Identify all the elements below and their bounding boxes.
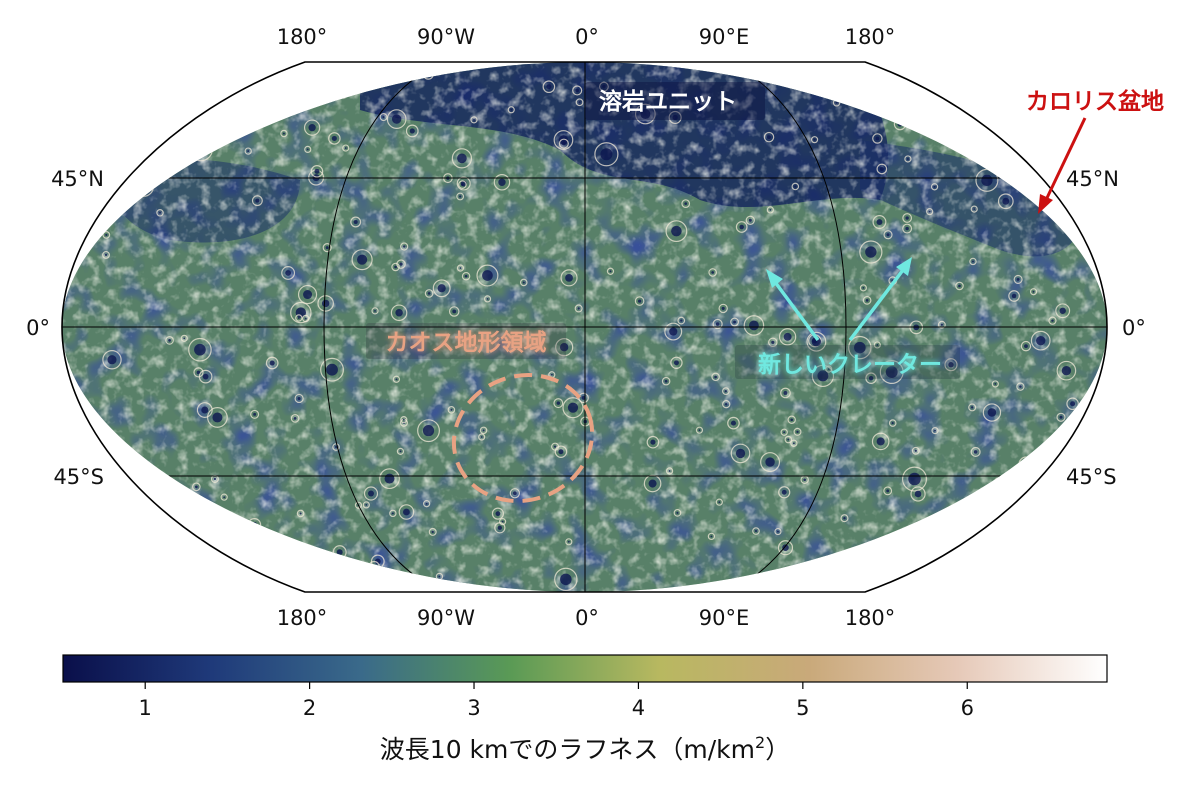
caloris-arrowhead: [1038, 194, 1053, 214]
meridian-90w: [323, 62, 441, 592]
young-craters-label: 新しいクレーター: [758, 351, 942, 378]
graticule: [61, 61, 1108, 593]
colorbar-tick-label: 3: [467, 696, 480, 720]
young-crater-arrow-1: [773, 280, 820, 342]
colorbar-tick-label: 1: [139, 696, 152, 720]
colorbar-tick-label: 2: [303, 696, 316, 720]
longitude-labels-top: 180° 90°W 0° 90°E 180°: [277, 25, 896, 49]
young-crater-arrowhead-1: [766, 269, 783, 288]
meridian-90e: [729, 62, 847, 592]
lon-label-top-180w: 180°: [277, 25, 328, 49]
colorbar: 1 2 3 4 5 6 波長10 kmでのラフネス（m/km2）: [62, 654, 1108, 764]
lon-label-top-180e: 180°: [845, 25, 896, 49]
lat-label-right-45s: 45°S: [1066, 465, 1117, 489]
lon-label-top-90e: 90°E: [699, 25, 750, 49]
colorbar-gradient: [62, 654, 1108, 683]
longitude-labels-bottom: 180° 90°W 0° 90°E 180°: [277, 606, 896, 630]
lat-label-left-45n: 45°N: [51, 167, 104, 191]
lon-label-bottom-90w: 90°W: [417, 606, 475, 630]
young-crater-arrow-2: [848, 268, 905, 342]
map-outline: [61, 61, 1108, 593]
caloris-basin-label: カロリス盆地: [1026, 88, 1164, 115]
lon-label-bottom-0: 0°: [575, 606, 599, 630]
annotations: 溶岩ユニット カロリス盆地 カオス地形領域 新しいクレーター: [366, 82, 1164, 503]
colorbar-tick-label: 6: [961, 696, 974, 720]
lava-unit-label: 溶岩ユニット: [599, 88, 737, 115]
lon-label-top-90w: 90°W: [417, 25, 475, 49]
colorbar-tick-label: 4: [632, 696, 645, 720]
lat-label-left-45s: 45°S: [53, 465, 104, 489]
chaos-terrain-label: カオス地形領域: [386, 329, 547, 356]
latitude-labels-right: 45°N 0° 45°S: [1066, 167, 1146, 489]
lat-label-right-0: 0°: [1122, 316, 1146, 340]
lon-label-bottom-180e: 180°: [845, 606, 896, 630]
caloris-arrow: [1044, 117, 1087, 201]
young-crater-arrowhead-2: [896, 257, 912, 276]
colorbar-title: 波長10 kmでのラフネス（m/km2）: [380, 733, 790, 764]
lon-label-bottom-180w: 180°: [277, 606, 328, 630]
colorbar-tick-label: 5: [796, 696, 809, 720]
colorbar-ticks: 1 2 3 4 5 6: [139, 682, 974, 720]
chaos-terrain-region: [451, 373, 595, 503]
lon-label-top-0: 0°: [575, 25, 599, 49]
lat-label-right-45n: 45°N: [1066, 167, 1119, 191]
lon-label-bottom-90e: 90°E: [699, 606, 750, 630]
lat-label-left-0: 0°: [26, 316, 50, 340]
latitude-labels-left: 45°N 0° 45°S: [26, 167, 104, 489]
